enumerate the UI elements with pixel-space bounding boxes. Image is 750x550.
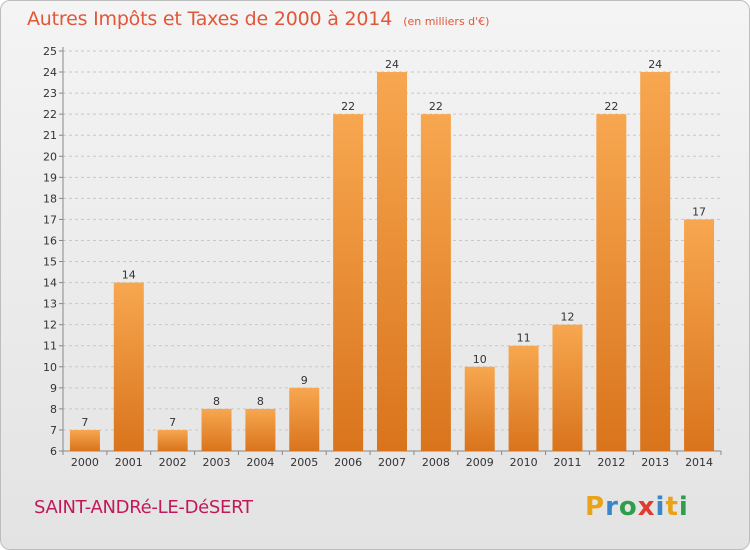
proxiti-logo[interactable]: Proxiti [585, 492, 689, 522]
data-label-2010: 11 [517, 332, 531, 345]
logo-letter: P [585, 492, 606, 522]
y-tick-label: 25 [43, 45, 57, 58]
logo-letter: x [637, 492, 656, 522]
x-tick-label-2004: 2004 [246, 456, 274, 469]
x-tick-label-2012: 2012 [597, 456, 625, 469]
data-label-2008: 22 [429, 100, 443, 113]
logo-letter: o [618, 492, 638, 522]
y-tick-label: 22 [43, 108, 57, 121]
data-labels: 7 14 7 8 8 9 22 24 22 10 11 12 22 24 17 [81, 58, 706, 429]
bar-2009 [464, 366, 495, 451]
data-label-2004: 8 [257, 395, 264, 408]
bar-2011 [552, 324, 583, 451]
logo-letter: t [665, 492, 679, 522]
bar-2013 [640, 72, 671, 451]
data-label-2007: 24 [385, 58, 399, 71]
x-tick-label-2014: 2014 [685, 456, 713, 469]
x-tick-label-2000: 2000 [71, 456, 99, 469]
x-tick-label-2007: 2007 [378, 456, 406, 469]
x-tick-label-2009: 2009 [466, 456, 494, 469]
bar-2007 [377, 72, 407, 451]
data-label-2013: 24 [648, 58, 662, 71]
y-tick-label: 6 [50, 445, 57, 458]
data-label-2006: 22 [341, 100, 355, 113]
chart-unit: (en milliers d'€) [403, 15, 490, 28]
bar-2008 [420, 114, 451, 451]
bar-2000 [69, 429, 100, 451]
x-tick-label-2005: 2005 [290, 456, 318, 469]
data-label-2001: 14 [122, 269, 136, 282]
bar-2010 [508, 345, 539, 451]
y-tick-label: 10 [43, 361, 57, 374]
y-tick-label: 11 [43, 340, 57, 353]
x-tick-labels: 2000 2001 2002 2003 2004 2005 2006 2007 2008 2009… [62, 451, 722, 469]
bars [69, 72, 715, 451]
y-tick-label: 20 [43, 150, 57, 163]
x-tick-label-2011: 2011 [553, 456, 581, 469]
x-tick-label-2001: 2001 [115, 456, 143, 469]
y-tick-labels: 6 7 8 9 10 11 12 13 14 15 16 17 18 19 20 21 22 23 24 25 [43, 45, 63, 458]
chart-title-row: Autres Impôts et Taxes de 2000 à 2014 (e… [27, 8, 489, 30]
commune-name: SAINT-ANDRé-LE-DéSERT [34, 497, 253, 518]
y-tick-label: 13 [43, 298, 57, 311]
y-tick-label: 23 [43, 87, 57, 100]
bar-2014 [684, 219, 715, 451]
bar-2012 [596, 114, 627, 451]
y-tick-label: 17 [43, 213, 57, 226]
data-label-2012: 22 [604, 100, 618, 113]
x-tick-label-2002: 2002 [159, 456, 187, 469]
logo-letter: r [605, 492, 619, 522]
bar-2002 [157, 429, 188, 451]
data-label-2003: 8 [213, 395, 220, 408]
x-tick-label-2003: 2003 [203, 456, 231, 469]
data-label-2009: 10 [473, 353, 487, 366]
x-tick-label-2008: 2008 [422, 456, 450, 469]
data-label-2005: 9 [301, 374, 308, 387]
data-label-2014: 17 [692, 205, 706, 218]
data-label-2011: 12 [560, 311, 574, 324]
x-tick-label-2010: 2010 [510, 456, 538, 469]
y-tick-label: 15 [43, 256, 57, 269]
logo-letter: i [678, 492, 689, 522]
y-tick-label: 19 [43, 171, 57, 184]
y-tick-label: 16 [43, 234, 57, 247]
y-tick-label: 8 [50, 403, 57, 416]
y-tick-label: 7 [50, 424, 57, 437]
y-tick-label: 9 [50, 382, 57, 395]
logo-letter: i [655, 492, 666, 522]
y-tick-label: 18 [43, 192, 57, 205]
data-label-2002: 7 [169, 416, 176, 429]
y-tick-label: 12 [43, 319, 57, 332]
data-label-2000: 7 [81, 416, 88, 429]
bar-2003 [201, 408, 232, 451]
y-tick-label: 21 [43, 129, 57, 142]
bar-2004 [245, 408, 276, 451]
bar-2006 [333, 114, 364, 451]
bar-2001 [113, 282, 144, 451]
bar-2005 [289, 387, 320, 451]
y-tick-label: 14 [43, 277, 57, 290]
y-tick-label: 24 [43, 66, 57, 79]
chart-title: Autres Impôts et Taxes de 2000 à 2014 [27, 8, 393, 30]
x-tick-label-2013: 2013 [641, 456, 669, 469]
x-tick-label-2006: 2006 [334, 456, 362, 469]
